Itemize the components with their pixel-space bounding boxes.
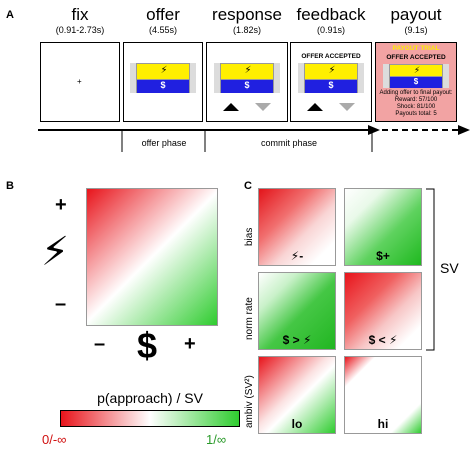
- colorbar-low-label: 0/-∞: [42, 432, 67, 447]
- shock-icon: ⚡: [244, 65, 252, 76]
- commit-phase-label: commit phase: [260, 138, 318, 148]
- stage-duration-payout: (9.1s): [404, 25, 428, 35]
- reward-axis-icon: $: [137, 325, 158, 366]
- stage-title-offer: offer: [146, 5, 180, 24]
- panel-c-letter: C: [244, 180, 252, 192]
- reject-arrow-icon: [255, 103, 271, 111]
- stage-title-fix: fix: [71, 5, 89, 24]
- accept-arrow-icon: [223, 103, 239, 111]
- cell-label: $ < ⚡: [368, 333, 398, 347]
- x-minus: –: [94, 333, 106, 355]
- dollar-icon: $: [328, 80, 334, 90]
- cell-label: $+: [376, 249, 390, 263]
- colorbar-label: p(approach) / SV: [97, 390, 203, 406]
- payout-screen: PAYOUT TRIAL OFFER ACCEPTED ⚡ $ Adding o…: [375, 42, 457, 122]
- stage-duration-response: (1.82s): [232, 25, 261, 35]
- offer-reward-bar: $: [221, 79, 273, 93]
- shock-axis-icon: ⚡: [41, 230, 70, 274]
- reject-arrow-icon: [339, 103, 355, 111]
- feedback-text: OFFER ACCEPTED: [301, 53, 361, 60]
- fixation-cross: +: [77, 77, 82, 86]
- bias-reward-cell: $+: [344, 188, 422, 266]
- offer-stimulus: ⚡ $: [389, 64, 443, 88]
- bias-shock-cell: ⚡-: [258, 188, 336, 266]
- dollar-icon: $: [160, 80, 166, 90]
- offer-reward-bar: $: [305, 79, 357, 93]
- cell-label: $ > ⚡: [282, 333, 312, 347]
- shock-icon: ⚡: [413, 65, 421, 75]
- payout-line: Shock: 81/100: [396, 104, 436, 110]
- fix-screen: +: [40, 42, 120, 122]
- panel-b-letter: B: [6, 180, 14, 192]
- response-screen: ⚡ $: [206, 42, 288, 122]
- accept-arrow-icon: [307, 103, 323, 111]
- response-arrows: [223, 103, 271, 111]
- row-label-ambivalence: ambiv (SV²): [244, 375, 255, 428]
- stage-duration-offer: (4.55s): [148, 25, 177, 35]
- rate-reward-dominant-cell: $ > ⚡: [258, 272, 336, 350]
- ambivalence-low-cell: lo: [258, 356, 336, 434]
- feedback-arrows: [307, 103, 355, 111]
- row-label-norm-rate: norm rate: [244, 297, 255, 340]
- offer-stimulus: ⚡ $: [304, 63, 358, 93]
- rate-shock-dominant-cell: $ < ⚡: [344, 272, 422, 350]
- stage-duration-fix: (0.91-2.73s): [55, 25, 105, 35]
- sv-label: SV: [440, 260, 459, 276]
- ambivalence-high-cell: hi: [344, 356, 422, 434]
- row-label-bias: bias: [244, 227, 255, 246]
- cell-label: hi: [377, 417, 389, 431]
- offer-stimulus: ⚡ $: [136, 63, 190, 93]
- payout-line: Reward: 57/100: [394, 97, 438, 103]
- y-plus: +: [55, 194, 67, 216]
- payout-accepted-text: OFFER ACCEPTED: [386, 54, 446, 61]
- y-minus: –: [55, 293, 67, 315]
- payout-trial-text: PAYOUT TRIAL: [392, 45, 440, 52]
- stage-duration-feedback: (0.91s): [316, 25, 345, 35]
- timeline-arrow: [38, 125, 470, 152]
- colorbar-high-label: 1/∞: [206, 432, 227, 447]
- approach-heatmap: [86, 188, 218, 326]
- stage-title-feedback: feedback: [296, 5, 366, 24]
- feedback-screen: OFFER ACCEPTED ⚡ $: [290, 42, 372, 122]
- cell-label: lo: [291, 417, 303, 431]
- sv-bracket: [426, 188, 435, 351]
- offer-reward-bar: $: [390, 76, 442, 88]
- dollar-icon: $: [244, 80, 250, 90]
- offer-reward-bar: $: [137, 79, 189, 93]
- colorbar: [60, 410, 240, 427]
- offer-stimulus: ⚡ $: [220, 63, 274, 93]
- payout-line: Adding offer to final payout:: [379, 90, 453, 96]
- offer-phase-label: offer phase: [141, 138, 187, 148]
- shock-icon: ⚡: [160, 65, 168, 76]
- cell-label: ⚡-: [290, 249, 304, 263]
- stage-title-payout: payout: [390, 5, 442, 24]
- payout-line: Payouts total: 5: [395, 111, 437, 117]
- offer-screen: ⚡ $: [123, 42, 203, 122]
- dollar-icon: $: [413, 77, 419, 86]
- shock-icon: ⚡: [328, 65, 336, 76]
- x-plus: +: [184, 333, 196, 355]
- panel-a-letter: A: [6, 9, 14, 21]
- stage-title-response: response: [212, 5, 282, 24]
